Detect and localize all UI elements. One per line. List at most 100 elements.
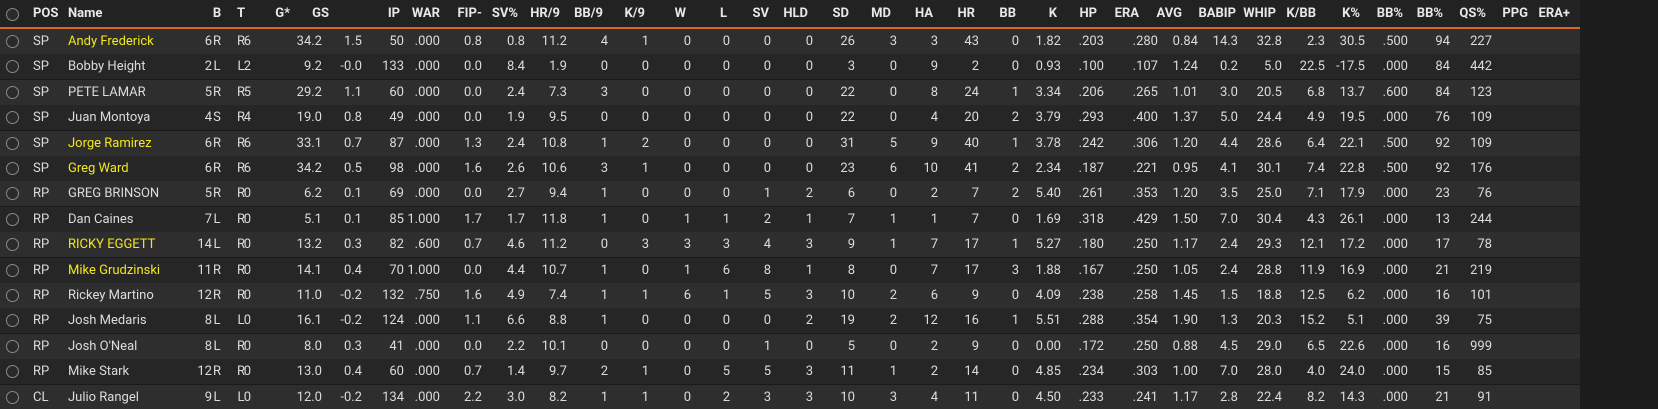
stat-cell: R (236, 34, 245, 49)
row-radio[interactable] (6, 263, 19, 277)
column-header[interactable]: SV (752, 6, 770, 21)
stat-cell: 6.8 (1306, 84, 1325, 100)
stat-cell: 176 (1470, 161, 1492, 176)
column-header[interactable]: B (212, 6, 222, 21)
row-radio[interactable] (6, 111, 19, 125)
stat-cell: 0 (683, 59, 691, 75)
stat-cell: 0.0 (463, 338, 482, 354)
stat-cell: 4.3 (1306, 211, 1325, 227)
row-radio[interactable] (6, 60, 19, 74)
column-header[interactable]: G* (275, 6, 290, 21)
column-header[interactable]: K/9 (624, 6, 645, 21)
player-row[interactable]: SP Andy Frederick R R 6 6 34.2 1.5 50.000 0.8 0.8 1… (0, 29, 1580, 55)
column-header[interactable]: K/BB (1286, 6, 1316, 21)
stat-cell: 0 (805, 34, 813, 49)
stat-cell: 6.5 (1306, 338, 1325, 354)
row-radio[interactable] (6, 212, 19, 226)
column-header[interactable]: T (236, 6, 246, 21)
select-all-radio[interactable] (6, 8, 19, 21)
stat-cell: 2 (971, 59, 979, 75)
player-row[interactable]: RP Mike Grudzinski R R 11 0 14.1 0.4 70 1.000 0.0 4… (0, 257, 1580, 284)
stat-cell: 0 (683, 338, 691, 354)
column-header[interactable]: PPG (1502, 6, 1528, 21)
player-row[interactable]: RP Mike Stark R R 12 0 13.0 0.4 60.000 0.7 1.4 9.7 2… (0, 359, 1580, 386)
stat-cell: 34.2 (296, 161, 322, 176)
row-radio[interactable] (6, 365, 19, 379)
row-radio[interactable] (6, 35, 19, 48)
column-header[interactable]: ERA+ (1538, 6, 1570, 21)
column-header[interactable]: BB% (1416, 6, 1443, 21)
row-radio[interactable] (6, 136, 19, 150)
stat-cell: .000 (414, 84, 440, 100)
stat-cell: 3 (763, 389, 771, 405)
column-header[interactable]: K (1048, 6, 1057, 21)
stat-cell: 4.9 (506, 288, 525, 303)
player-row[interactable]: RP GREG BRINSON R R 5 0 6.2 0.1 69.000 0.0 2.7 9.4 1… (0, 181, 1580, 208)
row-radio[interactable] (6, 314, 19, 328)
column-header[interactable]: ERA (1114, 6, 1139, 21)
stat-cell: .354 (1132, 313, 1158, 329)
column-header[interactable]: BABIP (1198, 6, 1236, 21)
player-row[interactable]: RP RICKY EGGETT L R 14 0 13.2 0.3 82.600 0.7 4.6 11… (0, 232, 1580, 259)
column-header[interactable]: POS (33, 6, 59, 21)
column-header[interactable]: MD (871, 6, 891, 21)
column-header[interactable]: L (719, 6, 727, 21)
player-row[interactable]: RP Josh O'Neal L R 8 0 8.0 0.3 41 .000 0.0 2.2 10.1 0… (0, 333, 1580, 360)
player-row[interactable]: CL Julio Rangel L L 9 0 12.0 -0.2 134.000 2.2 3.0 8… (0, 384, 1580, 409)
row-radio[interactable] (6, 187, 19, 201)
stat-cell: 6 (889, 161, 897, 176)
stat-cell: 3.34 (1035, 84, 1061, 100)
column-header[interactable]: K% (1342, 6, 1360, 21)
column-header[interactable]: HR (957, 6, 975, 21)
stat-cell: 0.93 (1035, 59, 1061, 75)
column-header[interactable]: BB% (1376, 6, 1403, 21)
column-header[interactable]: HR/9 (530, 6, 560, 21)
row-radio[interactable] (6, 162, 19, 175)
column-header[interactable]: Name (68, 6, 103, 21)
stat-cell: 0.84 (1172, 34, 1198, 49)
row-radio[interactable] (6, 85, 19, 99)
column-header[interactable]: BB (999, 6, 1016, 21)
stat-cell: 2 (930, 338, 938, 354)
player-row[interactable]: RP Rickey Martino R R 12 0 11.0 -0.2 132.750 1.6 4… (0, 283, 1580, 309)
column-header[interactable]: HLD (783, 6, 808, 21)
stat-cell: 1 (600, 186, 608, 202)
column-header[interactable]: SD (832, 6, 849, 21)
stat-cell: 0 (889, 186, 897, 202)
stat-cell: 60 (389, 84, 404, 100)
stat-cell: .241 (1132, 389, 1158, 405)
column-header[interactable]: QS% (1459, 6, 1486, 21)
stat-cell: 132 (382, 288, 404, 303)
column-header[interactable]: HA (914, 6, 933, 21)
stat-cell: SP (33, 135, 49, 151)
column-header[interactable]: IP (387, 6, 400, 21)
player-row[interactable]: RP Josh Medaris L L 8 0 16.1 -0.2 124.000 1.1 6.6 8… (0, 308, 1580, 335)
player-row[interactable]: SP Juan Montoya S R 4 4 19.0 0.8 49.000 0.0 1.9 9.5… (0, 105, 1580, 132)
stat-cell: L (213, 211, 221, 227)
column-header[interactable]: W (674, 6, 686, 21)
column-header[interactable]: WAR (411, 6, 440, 21)
row-radio[interactable] (6, 390, 19, 404)
row-radio[interactable] (6, 289, 19, 302)
column-header[interactable]: AVG (1156, 6, 1183, 21)
stat-cell: 49 (389, 110, 404, 126)
column-header[interactable]: HP (1079, 6, 1097, 21)
stat-cell: L (237, 389, 245, 405)
column-header[interactable]: FIP- (457, 6, 482, 21)
column-header[interactable]: WHIP (1243, 6, 1276, 21)
row-radio[interactable] (6, 339, 19, 353)
stat-cell: 2.2 (506, 338, 525, 354)
player-row[interactable]: SP Bobby Height L L 2 2 9.2 -0.0 133.000 0.0 8.4 1.… (0, 54, 1580, 81)
stat-cell: 28.8 (1256, 262, 1282, 278)
player-row[interactable]: SP Jorge Ramirez R R 6 6 33.1 0.7 87.000 1.3 2.4 10… (0, 130, 1580, 157)
player-row[interactable]: RP Dan Caines L R 7 0 5.1 0.1 85 1.000 1.7 1.7 11.8 1… (0, 206, 1580, 233)
stat-cell: 13 (1435, 211, 1450, 227)
player-row[interactable]: SP Greg Ward R R 6 6 34.2 0.5 98.000 1.6 2.6 10.6 3 1… (0, 156, 1580, 182)
column-header[interactable]: GS (312, 6, 329, 21)
player-row[interactable]: SP PETE LAMAR R R 5 5 29.2 1.1 60.000 0.0 2.4 7.3 3 0… (0, 79, 1580, 106)
column-header[interactable]: SV% (491, 6, 518, 21)
stat-cell: R (212, 34, 221, 49)
stat-cell: 1.6 (463, 288, 482, 303)
row-radio[interactable] (6, 238, 19, 252)
column-header[interactable]: BB/9 (574, 6, 603, 21)
